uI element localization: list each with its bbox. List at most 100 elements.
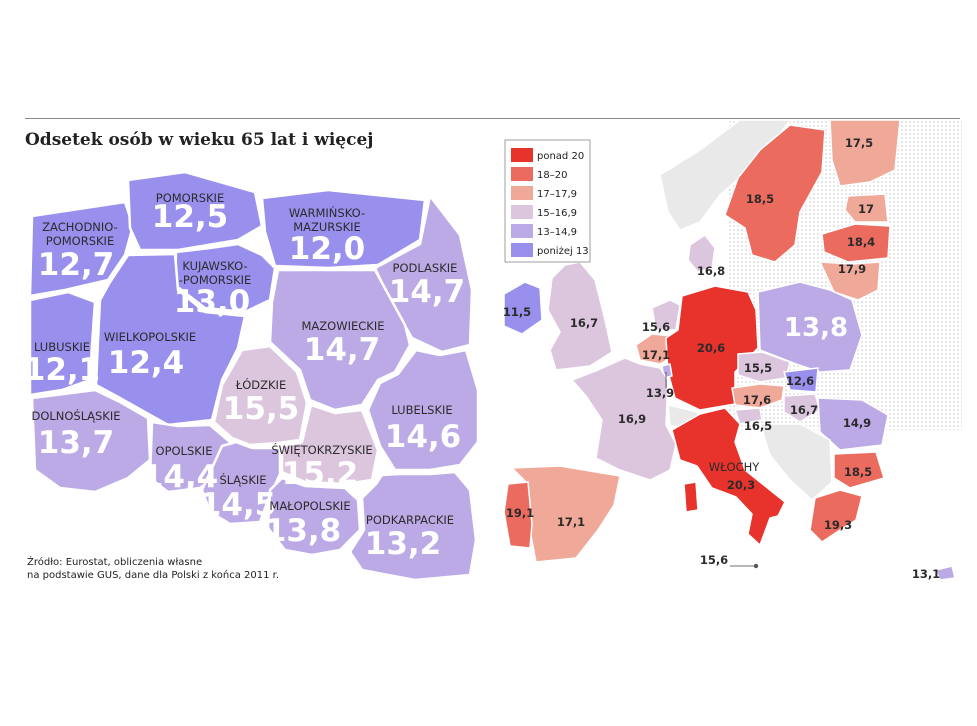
region-lodzkie[interactable] (212, 344, 309, 447)
region-name-label: MAZOWIECKIE (302, 319, 385, 333)
region-kujawsko-pomorskie[interactable] (173, 242, 277, 314)
region-name-label: ZACHODNIO- (42, 220, 118, 234)
region-name-label: KUJAWSKO- (182, 259, 247, 273)
legend-label: 18–20 (537, 170, 567, 181)
country-value-label: 17,9 (838, 262, 866, 276)
country-sweden[interactable] (724, 124, 826, 263)
top-rule (25, 118, 960, 119)
region-value-label: 14,7 (389, 274, 466, 310)
region-pomorskie[interactable] (126, 170, 264, 252)
region-value-label: 12,7 (38, 247, 115, 283)
region-name-label: -POMORSKIE (179, 273, 252, 287)
country-value-label: 13,1 (912, 567, 940, 581)
region-value-label: 12,5 (152, 199, 229, 235)
country-value-label: 16,9 (618, 412, 646, 426)
legend-label: 17–17,9 (537, 189, 577, 200)
country-value-label: 13,8 (784, 313, 848, 343)
country-value-label: 18,5 (746, 192, 774, 206)
region-value-label: 12,0 (289, 231, 366, 267)
region-dolnoslaskie[interactable] (30, 388, 152, 494)
country-value-label: 13,9 (646, 386, 674, 400)
region-value-label: 12,1 (24, 352, 101, 388)
source-note: Źródło: Eurostat, obliczenia własne na p… (27, 556, 279, 582)
country-netherlands[interactable] (651, 299, 681, 331)
region-name-label: PODKARPACKIE (366, 513, 454, 527)
malta-marker[interactable] (753, 563, 759, 569)
country-slovakia[interactable] (783, 367, 819, 393)
region-swietokrzyskie[interactable] (280, 403, 380, 486)
legend-swatch (511, 148, 533, 162)
region-lubuskie[interactable] (28, 290, 97, 397)
country-value-label: 16,7 (570, 316, 598, 330)
region-name-label: WIELKOPOLSKIE (104, 330, 196, 344)
region-podkarpackie[interactable] (348, 470, 478, 582)
country-france[interactable] (571, 357, 677, 481)
region-value-label: 14,7 (304, 332, 381, 368)
legend-label: poniżej 13 (537, 246, 589, 257)
region-name-label: WARMIŃSKO- (289, 205, 365, 220)
country-italy[interactable] (671, 407, 786, 546)
country-value-label: 17,5 (845, 136, 873, 150)
region-value-label: 12,4 (108, 345, 185, 381)
country-romania[interactable] (817, 397, 889, 451)
legend-swatch (511, 186, 533, 200)
country-value-label: 16,8 (697, 264, 725, 278)
region-slaskie[interactable] (200, 440, 282, 526)
region-lubelskie[interactable] (366, 348, 480, 472)
country-uk[interactable] (547, 261, 613, 371)
country-greece[interactable] (809, 489, 863, 543)
country-name-label: WŁOCHY (709, 460, 761, 474)
legend-swatch (511, 205, 533, 219)
legend: ponad 20 18–20 17–17,9 15–16,9 13–14,9 poniże… (504, 139, 591, 263)
legend-label: ponad 20 (537, 151, 584, 162)
region-wielkopolskie[interactable] (94, 252, 247, 427)
legend-label: 15–16,9 (537, 208, 577, 219)
region-name-label: DOLNOŚLĄSKIE (31, 408, 120, 423)
country-value-label: 16,7 (790, 403, 818, 417)
country-ireland[interactable] (503, 281, 543, 335)
region-name-label: POMORSKIE (46, 234, 114, 248)
country-latvia[interactable] (821, 223, 891, 263)
country-value-label: 18,4 (847, 235, 875, 249)
country-finland[interactable] (829, 120, 901, 187)
region-mazowieckie[interactable] (268, 268, 412, 412)
country-value-label: 15,6 (642, 320, 670, 334)
map-title: Odsetek osób w wieku 65 lat i więcej (25, 130, 374, 150)
country-balkans (759, 423, 833, 501)
country-austria[interactable] (731, 383, 785, 409)
country-value-label: 16,5 (744, 419, 772, 433)
country-denmark[interactable] (687, 234, 716, 273)
region-name-label: MAŁOPOLSKIE (269, 499, 350, 513)
country-portugal[interactable] (503, 481, 533, 549)
legend-swatch (511, 167, 533, 181)
region-name-label: ŁÓDZKIE (235, 377, 286, 392)
country-slovenia[interactable] (734, 407, 763, 425)
region-value-label: 14,4 (142, 459, 219, 495)
source-line-2: na podstawie GUS, dane dla Polski z końc… (27, 570, 280, 581)
europe-labels: 17,5 18,5 17 18,4 17,9 16,8 11,5 16,7 15… (503, 136, 940, 581)
region-value-label: 14,6 (385, 419, 462, 455)
region-value-label: 15,5 (223, 391, 300, 427)
country-value-label: 14,9 (843, 416, 871, 430)
poland-labels: POMORSKIE 12,5 WARMIŃSKO- MAZURSKIE 12,0… (24, 191, 466, 562)
region-value-label: 14,5 (200, 487, 277, 523)
legend-swatch (511, 243, 533, 257)
country-value-label: 15,6 (700, 553, 728, 567)
country-value-label: 19,1 (506, 506, 534, 520)
country-sardinia[interactable] (683, 481, 699, 513)
europe-map (497, 120, 962, 590)
country-estonia[interactable] (844, 193, 889, 223)
country-value-label: 17,6 (743, 393, 771, 407)
region-value-label: 13,2 (365, 526, 442, 562)
country-hungary[interactable] (783, 393, 821, 423)
region-name-label: PODLASKIE (393, 261, 458, 275)
region-name-label: POMORSKIE (156, 191, 224, 205)
country-value-label: 17,1 (557, 515, 585, 529)
poland-map (28, 170, 480, 582)
country-cyprus[interactable] (935, 565, 956, 581)
region-name-label: ŚWIĘTOKRZYSKIE (271, 442, 372, 457)
region-malopolskie[interactable] (266, 476, 362, 557)
region-zachodniopomorskie[interactable] (28, 200, 135, 298)
country-bulgaria[interactable] (833, 451, 885, 489)
region-value-label: 13,0 (174, 284, 251, 320)
